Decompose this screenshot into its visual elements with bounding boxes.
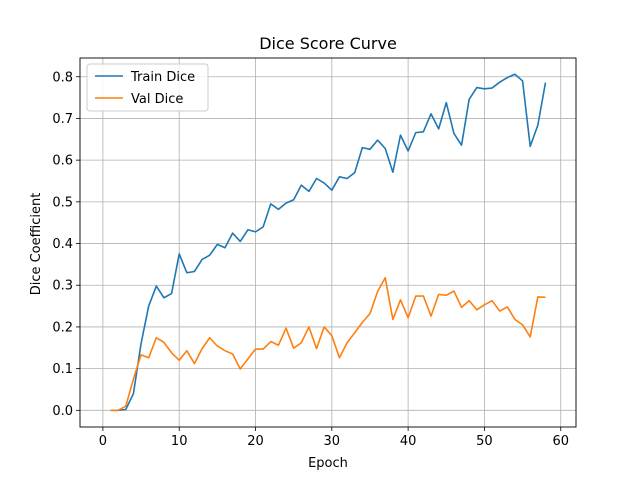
series-line-train-dice <box>110 73 547 412</box>
y-tick-label: 0.2 <box>52 320 73 335</box>
legend: Train Dice Val Dice <box>86 63 209 112</box>
x-tick-label: 20 <box>247 434 264 449</box>
legend-label-val-dice: Val Dice <box>131 92 183 107</box>
x-tick-label: 40 <box>400 434 417 449</box>
chart-title: Dice Score Curve <box>259 34 397 53</box>
x-tick-label: 50 <box>476 434 493 449</box>
axes <box>79 57 577 428</box>
y-tick-label: 0.0 <box>52 404 73 419</box>
x-tick-label: 60 <box>552 434 569 449</box>
y-tick-label: 0.7 <box>52 112 73 127</box>
legend-label-train-dice: Train Dice <box>130 70 195 85</box>
y-tick-label: 0.6 <box>52 154 73 169</box>
y-tick-label: 0.8 <box>52 70 73 85</box>
y-tick-label: 0.4 <box>52 237 73 252</box>
grid-lines <box>80 58 576 427</box>
y-tick-label: 0.1 <box>52 362 73 377</box>
y-tick-label: 0.5 <box>52 195 73 210</box>
y-axis-ticks: 0.0 0.1 0.2 0.3 0.4 0.5 0.6 0.7 0.8 <box>52 70 80 419</box>
y-axis-label: Dice Coefficient <box>29 193 44 296</box>
x-axis-label: Epoch <box>308 456 348 471</box>
x-axis-ticks: 0 10 20 30 40 50 60 <box>99 427 569 449</box>
x-tick-label: 0 <box>99 434 107 449</box>
x-tick-label: 30 <box>324 434 341 449</box>
y-tick-label: 0.3 <box>52 279 73 294</box>
series-line-val-dice <box>110 276 546 412</box>
data-lines <box>110 73 547 412</box>
x-tick-label: 10 <box>171 434 188 449</box>
plot-frame <box>79 57 577 428</box>
